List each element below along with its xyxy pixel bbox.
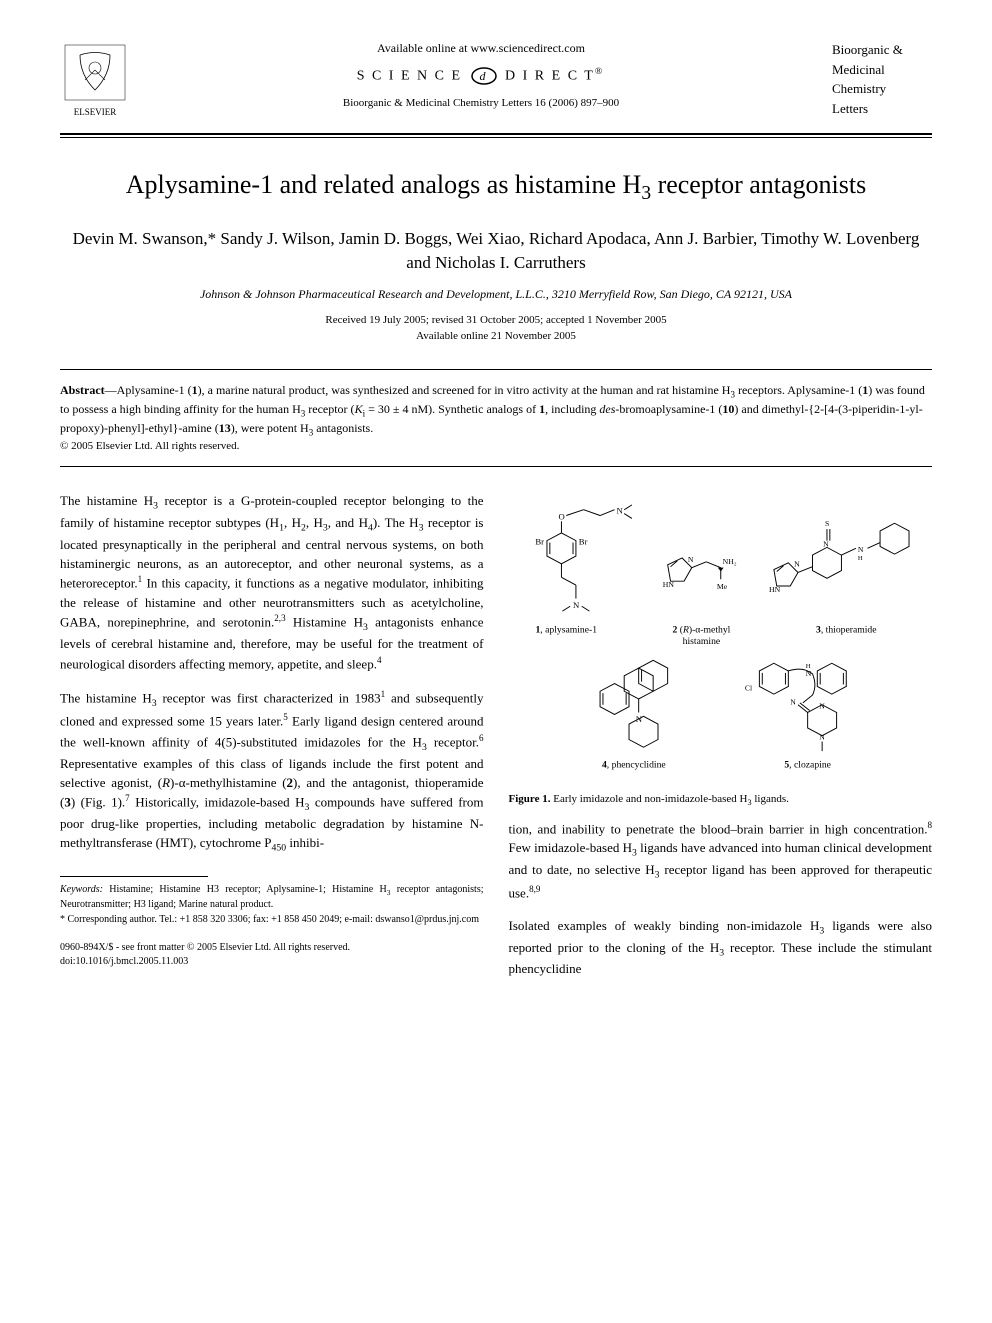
svg-text:Br: Br [535,537,544,547]
svg-text:H: H [857,555,862,562]
svg-text:histamine: histamine [682,636,720,647]
svg-text:S: S [825,519,829,528]
journal-name-box: Bioorganic & Medicinal Chemistry Letters [832,40,932,118]
corresponding-author: * Corresponding author. Tel.: +1 858 320… [60,913,484,926]
svg-text:1, aplysamine-1: 1, aplysamine-1 [535,625,597,636]
journal-citation: Bioorganic & Medicinal Chemistry Letters… [130,96,832,111]
abstract-section: Abstract—Aplysamine-1 (1), a marine natu… [60,369,932,467]
authors-list: Devin M. Swanson,* Sandy J. Wilson, Jami… [60,227,932,275]
structure-phencyclidine: N [600,661,668,748]
footnotes: Keywords: Histamine; Histamine H3 recept… [60,883,484,926]
svg-text:d: d [479,69,488,83]
svg-text:N: N [805,669,811,678]
body-para-4: Isolated examples of weakly binding non-… [509,917,933,979]
elsevier-logo: ELSEVIER [60,40,130,125]
svg-text:NH₂: NH₂ [722,557,736,566]
body-columns: The histamine H3 receptor is a G-protein… [60,492,932,993]
svg-text:HN: HN [662,580,674,589]
svg-text:N: N [790,698,796,707]
svg-text:5, clozapine: 5, clozapine [784,760,831,771]
svg-text:Br: Br [578,537,587,547]
publication-dates: Received 19 July 2005; revised 31 Octobe… [60,313,932,344]
abstract-label: Abstract [60,383,105,397]
svg-text:Cl: Cl [744,684,751,693]
page-header: ELSEVIER Available online at www.science… [60,40,932,125]
figure-1-caption: Figure 1. Early imidazole and non-imidaz… [509,792,933,809]
svg-text:N: N [857,545,863,554]
abstract-copyright: © 2005 Elsevier Ltd. All rights reserved… [60,439,932,454]
structure-aplysamine: Br Br O N N [535,505,632,611]
header-divider-thick [60,133,932,135]
svg-text:4, phencyclidine: 4, phencyclidine [601,760,665,771]
svg-text:N: N [573,600,580,610]
footer-info: 0960-894X/$ - see front matter © 2005 El… [60,941,484,970]
abstract-text: —Aplysamine-1 (1), a marine natural prod… [60,383,925,435]
body-para-3: tion, and inability to penetrate the blo… [509,819,933,903]
svg-text:ELSEVIER: ELSEVIER [74,107,117,117]
svg-text:N: N [819,733,825,742]
header-divider-thin [60,137,932,138]
structure-clozapine: Cl H N N N N [744,663,845,751]
svg-text:N: N [687,555,693,564]
svg-text:O: O [558,512,564,522]
right-column: Br Br O N N [509,492,933,993]
available-online-text: Available online at www.sciencedirect.co… [130,40,832,57]
left-column: The histamine H3 receptor is a G-protein… [60,492,484,993]
header-center: Available online at www.sciencedirect.co… [130,40,832,112]
svg-text:HN: HN [769,585,781,594]
svg-text:Me: Me [716,582,727,591]
svg-text:N: N [823,540,829,549]
structure-methylhistamine: HN N NH₂ Me [662,555,736,591]
sciencedirect-logo: S C I E N C E d D I R E C T® [130,65,832,86]
body-para-1: The histamine H3 receptor is a G-protein… [60,492,484,674]
article-title: Aplysamine-1 and related analogs as hist… [60,168,932,207]
svg-text:N: N [819,702,825,711]
svg-text:N: N [794,560,800,569]
keywords-label: Keywords: [60,884,103,895]
footnote-divider [60,876,208,877]
svg-text:N: N [616,506,623,516]
structure-thioperamide: HN N N S N H [769,519,909,594]
body-para-2: The histamine H3 receptor was first char… [60,688,484,856]
svg-text:2 (R)-α-methyl: 2 (R)-α-methyl [672,625,730,636]
svg-text:3, thioperamide: 3, thioperamide [816,625,877,636]
keywords-text: Histamine; Histamine H3 receptor; Aplysa… [60,884,484,910]
chemical-structures-svg: Br Br O N N [509,502,933,782]
figure-1: Br Br O N N [509,502,933,809]
affiliation: Johnson & Johnson Pharmaceutical Researc… [60,286,932,303]
